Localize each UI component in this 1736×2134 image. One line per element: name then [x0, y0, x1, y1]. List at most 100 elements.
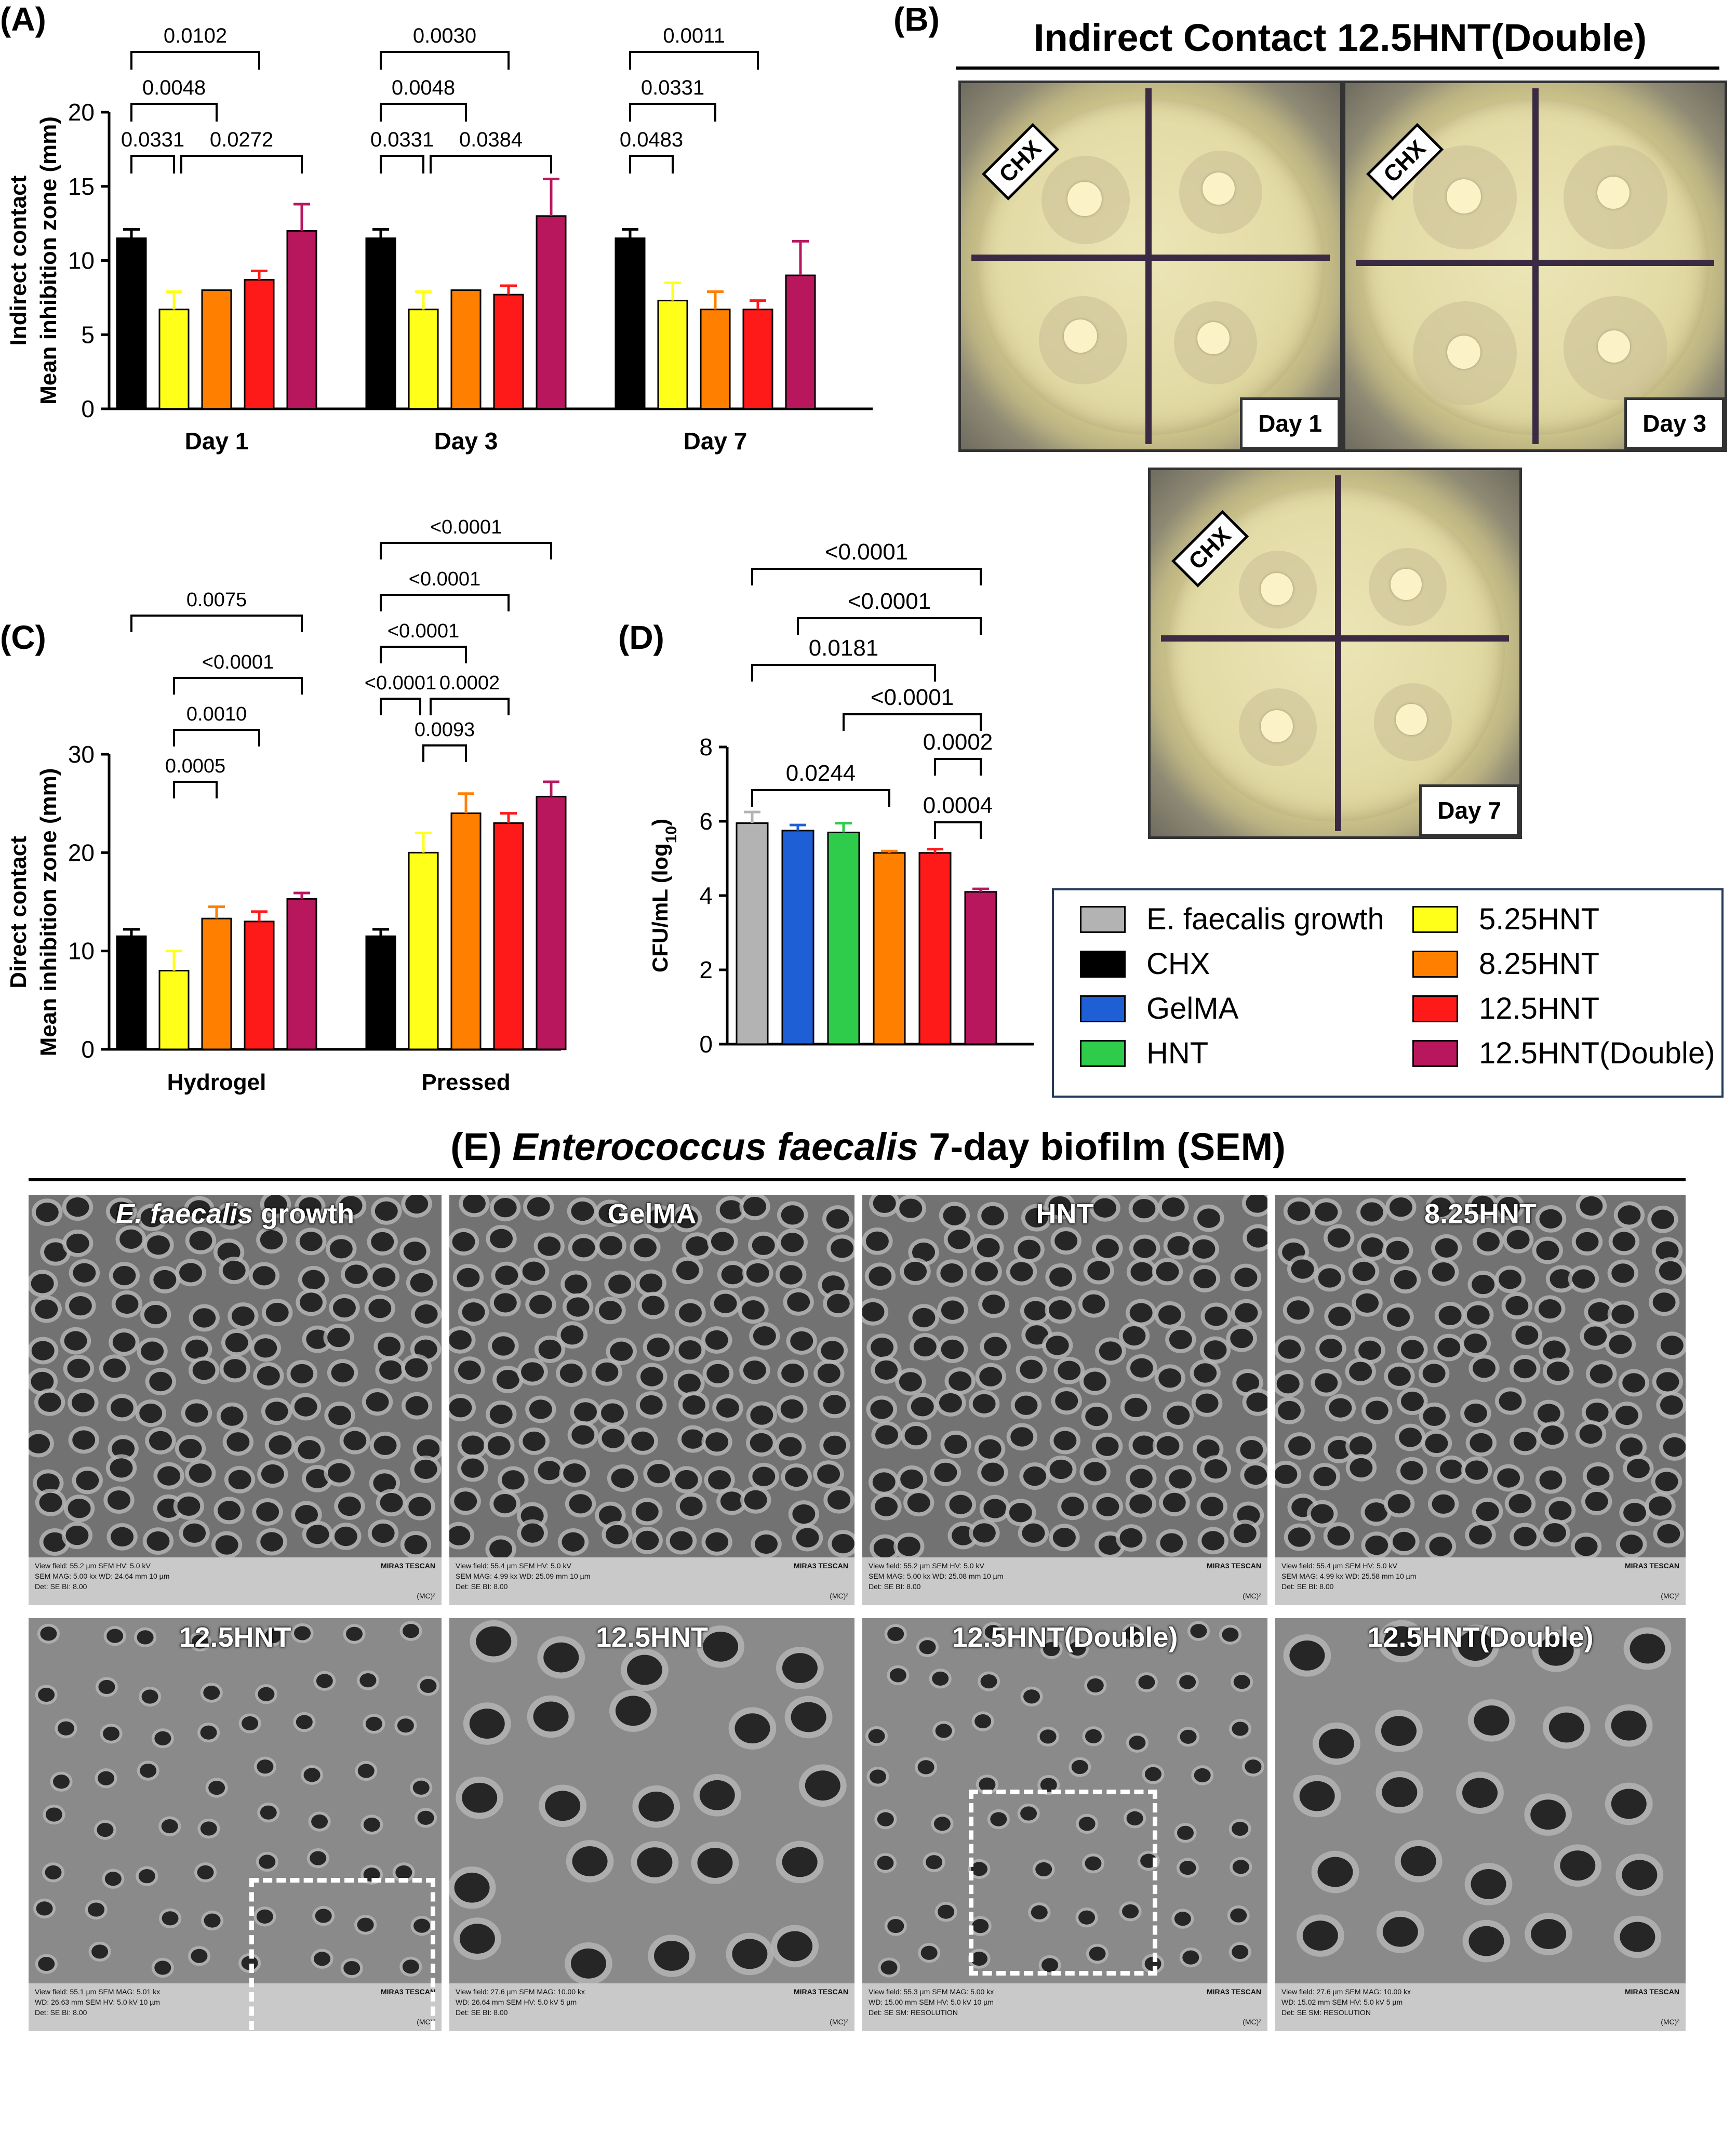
sem-info-line: View field: 55.4 µm SEM HV: 5.0 kV: [1281, 1562, 1397, 1570]
y-axis-label: Direct contact: [6, 836, 31, 989]
p-value-label: <0.0001: [365, 672, 436, 694]
sem-info-line: View field: 27.6 µm SEM MAG: 10.00 kx: [1281, 1988, 1411, 1996]
bar: [827, 831, 860, 1045]
sem-image: 12.5HNT(Double) View field: 27.6 µm SEM M…: [1275, 1618, 1686, 2031]
significance-bracket: [934, 821, 982, 839]
y-tick-label: 2: [699, 956, 713, 983]
p-value-label: 0.0030: [413, 24, 476, 47]
sem-info-bar: View field: 55.2 µm SEM HV: 5.0 kV SEM MA…: [862, 1557, 1267, 1605]
y-axis-label-main: CFU/mL (log: [648, 843, 672, 972]
p-value-label: 0.0005: [165, 755, 225, 777]
legend-swatch: [1080, 950, 1126, 978]
bar: [286, 230, 317, 410]
y-axis-label: Indirect contact: [6, 175, 31, 345]
legend: E. faecalis growth CHX GelMA HNT 5.25HNT 8.25…: [1052, 888, 1724, 1098]
p-value-label: 0.0048: [142, 76, 206, 99]
legend-swatch: [1412, 995, 1458, 1022]
y-tick-label: 8: [699, 733, 713, 761]
bar: [201, 289, 232, 410]
bar: [408, 309, 439, 410]
day-label: Day 3: [1624, 397, 1725, 449]
sem-info-line: WD: 15.02 mm SEM HV: 5.0 kV 5 µm: [1281, 1998, 1403, 2006]
sem-info-line: WD: 26.64 mm SEM HV: 5.0 kV 5 µm: [456, 1998, 577, 2006]
chart-c: 0 10 20 30 Direct contact Mean inhibition zon…: [6, 516, 567, 1095]
category-label: Hydrogel: [167, 1070, 266, 1095]
significance-bracket: [380, 103, 467, 122]
p-value-label: <0.0001: [388, 620, 459, 642]
sem-image-label: 12.5HNT: [179, 1622, 291, 1653]
significance-bracket: [751, 789, 890, 807]
significance-bracket: [629, 155, 674, 174]
sem-mc-logo: (MC)²: [1243, 2018, 1261, 2026]
y-tick-label: 5: [81, 321, 95, 348]
significance-bracket: [430, 155, 552, 174]
legend-swatch: [1412, 905, 1458, 933]
panel-b-title: Indirect Contact 12.5HNT(Double): [1034, 16, 1647, 59]
sem-info-bar: View field: 27.6 µm SEM MAG: 10.00 kx WD:…: [1275, 1983, 1686, 2031]
category-label: Day 7: [684, 428, 747, 455]
legend-swatch: [1412, 1039, 1458, 1067]
bar: [615, 237, 646, 410]
sem-info-bar: View field: 27.6 µm SEM MAG: 10.00 kx WD:…: [449, 1983, 854, 2031]
sem-image: 12.5HNT View field: 27.6 µm SEM MAG: 10.0…: [449, 1618, 854, 2031]
sem-mc-logo: (MC)²: [417, 1592, 435, 1600]
p-value-label: 0.0075: [186, 589, 247, 611]
sem-image-label-rest: growth: [253, 1198, 355, 1230]
sem-image-label: HNT: [1036, 1198, 1094, 1230]
sem-info-line: View field: 27.6 µm SEM MAG: 10.00 kx: [456, 1988, 585, 1996]
sem-info-line: Det: SE SM: RESOLUTION: [1281, 2008, 1371, 2017]
bar: [201, 917, 232, 1050]
significance-bracket: [130, 615, 303, 632]
sem-brand: MIRA3 TESCAN: [1624, 1988, 1679, 1996]
category-label: Day 1: [185, 428, 249, 455]
sem-image: E. faecalis growth View field: 55.2 µm SE…: [29, 1195, 442, 1605]
legend-label: E. faecalis growth: [1146, 902, 1384, 936]
sem-image: 12.5HNT(Double) View field: 55.3 µm SEM M…: [862, 1618, 1267, 2031]
bar: [781, 830, 814, 1045]
sem-info-line: Det: SE BI: 8.00: [456, 2008, 508, 2017]
sem-texture: [449, 1195, 854, 1557]
sem-mc-logo: (MC)²: [1661, 1592, 1679, 1600]
significance-bracket: [430, 698, 510, 715]
sem-info-line: View field: 55.4 µm SEM HV: 5.0 kV: [456, 1562, 571, 1570]
bar: [700, 309, 731, 410]
significance-bracket: [180, 155, 303, 174]
p-value-label: <0.0001: [848, 589, 931, 614]
legend-label: 12.5HNT: [1479, 992, 1600, 1025]
sem-info-bar: View field: 55.1 µm SEM MAG: 5.01 kx WD: …: [29, 1983, 442, 2031]
significance-bracket: [843, 713, 982, 731]
petri-dish-day7: CHX Day 7: [1148, 468, 1522, 839]
sem-info-bar: View field: 55.4 µm SEM HV: 5.0 kV SEM MA…: [1275, 1557, 1686, 1605]
bar: [450, 812, 482, 1050]
sem-info-line: Det: SE BI: 8.00: [35, 2008, 87, 2017]
p-value-label: 0.0244: [786, 761, 856, 786]
sem-info-line: Det: SE SM: RESOLUTION: [869, 2008, 958, 2017]
y-tick-label: 6: [699, 808, 713, 835]
sem-brand: MIRA3 TESCAN: [1624, 1562, 1679, 1570]
significance-bracket: [629, 103, 716, 122]
p-value-label: 0.0331: [370, 128, 434, 151]
p-value-label: <0.0001: [825, 539, 908, 565]
bar: [493, 294, 524, 410]
panel-label-a: (A): [0, 1, 46, 38]
bar: [286, 898, 317, 1050]
p-value-label: 0.0331: [121, 128, 184, 151]
zoom-region-box: [249, 1878, 435, 2031]
sem-texture: [449, 1618, 854, 1983]
sem-info-line: Det: SE BI: 8.00: [456, 1582, 508, 1591]
legend-label: 5.25HNT: [1479, 902, 1600, 936]
panel-e-rule: [29, 1178, 1686, 1181]
sem-info-line: WD: 15.00 mm SEM HV: 5.0 kV 10 µm: [869, 1998, 994, 2006]
significance-bracket: [173, 781, 218, 798]
significance-bracket: [629, 51, 759, 70]
sem-image-label: 12.5HNT: [595, 1622, 709, 1653]
sem-brand: MIRA3 TESCAN: [1206, 1562, 1261, 1570]
p-value-label: 0.0002: [439, 672, 500, 694]
legend-swatch: [1412, 950, 1458, 978]
legend-item: 12.5HNT: [1412, 991, 1599, 1026]
y-tick-label: 20: [68, 839, 95, 866]
y-axis-label: Mean inhibition zone (mm): [36, 768, 61, 1057]
legend-item: CHX: [1080, 946, 1210, 981]
sem-info-line: WD: 26.63 mm SEM HV: 5.0 kV 10 µm: [35, 1998, 160, 2006]
sem-image: 12.5HNT View field: 55.1 µm SEM MAG: 5.01…: [29, 1618, 442, 2031]
